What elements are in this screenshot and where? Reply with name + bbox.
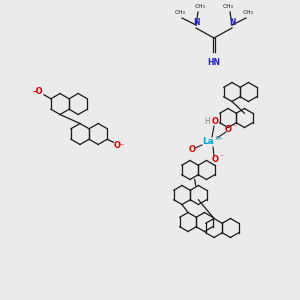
- Text: CH₃: CH₃: [242, 10, 253, 15]
- Text: CH₃: CH₃: [223, 4, 233, 9]
- Text: O: O: [224, 125, 232, 134]
- Text: O: O: [212, 155, 218, 164]
- Text: CH₃: CH₃: [175, 10, 185, 15]
- Text: -O: -O: [33, 87, 43, 96]
- Text: N: N: [193, 18, 199, 27]
- Text: HN: HN: [208, 58, 220, 67]
- Text: CH₃: CH₃: [194, 4, 206, 9]
- Text: H: H: [204, 118, 210, 127]
- Text: La: La: [202, 137, 214, 146]
- Text: ⁻: ⁻: [232, 122, 236, 131]
- Text: O: O: [212, 118, 218, 127]
- Text: O⁻: O⁻: [114, 141, 125, 150]
- Text: 3+: 3+: [214, 136, 224, 142]
- Text: O: O: [188, 146, 196, 154]
- Text: ⁻: ⁻: [219, 152, 223, 161]
- Text: N: N: [229, 18, 235, 27]
